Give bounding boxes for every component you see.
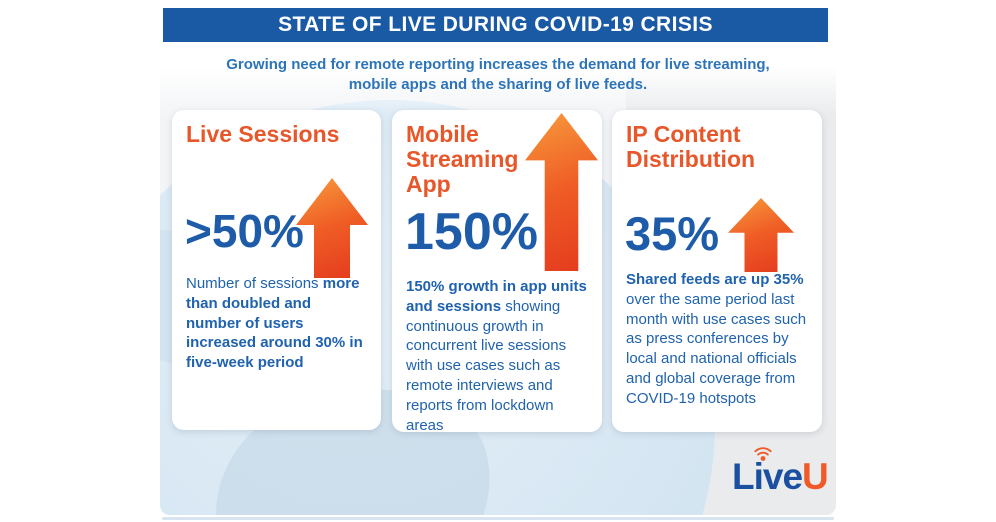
infographic-card: STATE OF LIVE DURING COVID-19 CRISIS Gro…: [160, 5, 836, 515]
up-arrow-icon: [296, 178, 368, 278]
up-arrow-icon: [728, 198, 794, 272]
logo-u-text: U: [802, 456, 829, 497]
stat-value: >50%: [185, 205, 304, 257]
body-rest: more than doubled and number of users in…: [186, 275, 363, 372]
logo-live-text: Live: [732, 456, 803, 497]
subtitle: Growing need for remote reporting increa…: [160, 55, 836, 95]
body-lead: Shared feeds are up 35%: [626, 271, 804, 288]
wifi-icon: [754, 447, 772, 461]
stat-value: 150%: [405, 203, 538, 261]
body-lead: Number of sessions: [186, 275, 323, 292]
panel-heading: Mobile Streaming App: [406, 121, 519, 197]
header-bar: STATE OF LIVE DURING COVID-19 CRISIS: [163, 8, 828, 42]
bottom-accent-line: [162, 517, 834, 520]
logo-text: LiveU: [732, 456, 829, 497]
body-lead: 150% growth in app units and sessions: [406, 278, 587, 315]
panel-body: Number of sessions more than doubled and…: [186, 274, 370, 373]
stat-value: 35%: [625, 207, 720, 260]
panel-heading: Live Sessions: [186, 121, 340, 147]
stat-panel-live-sessions: Live Sessions >50% Number of sessions mo…: [172, 110, 381, 430]
body-rest: over the same period last month with use…: [626, 290, 807, 407]
liveu-logo: LiveU: [732, 445, 836, 495]
body-rest: showing continuous growth in concurrent …: [406, 297, 567, 434]
stat-panel-ip-content-distribution: IP Content Distribution 35% Shared feeds…: [612, 110, 822, 432]
panel-heading: IP Content Distribution: [626, 121, 756, 172]
panel-body: Shared feeds are up 35% over the same pe…: [626, 270, 808, 409]
page-title: STATE OF LIVE DURING COVID-19 CRISIS: [278, 13, 713, 36]
subtitle-line-1: Growing need for remote reporting increa…: [226, 56, 770, 73]
subtitle-line-2: mobile apps and the sharing of live feed…: [348, 76, 648, 93]
stat-panel-mobile-streaming-app: Mobile Streaming App 150% 150% growth in…: [392, 110, 602, 435]
panel-body: 150% growth in app units and sessions sh…: [406, 277, 588, 435]
